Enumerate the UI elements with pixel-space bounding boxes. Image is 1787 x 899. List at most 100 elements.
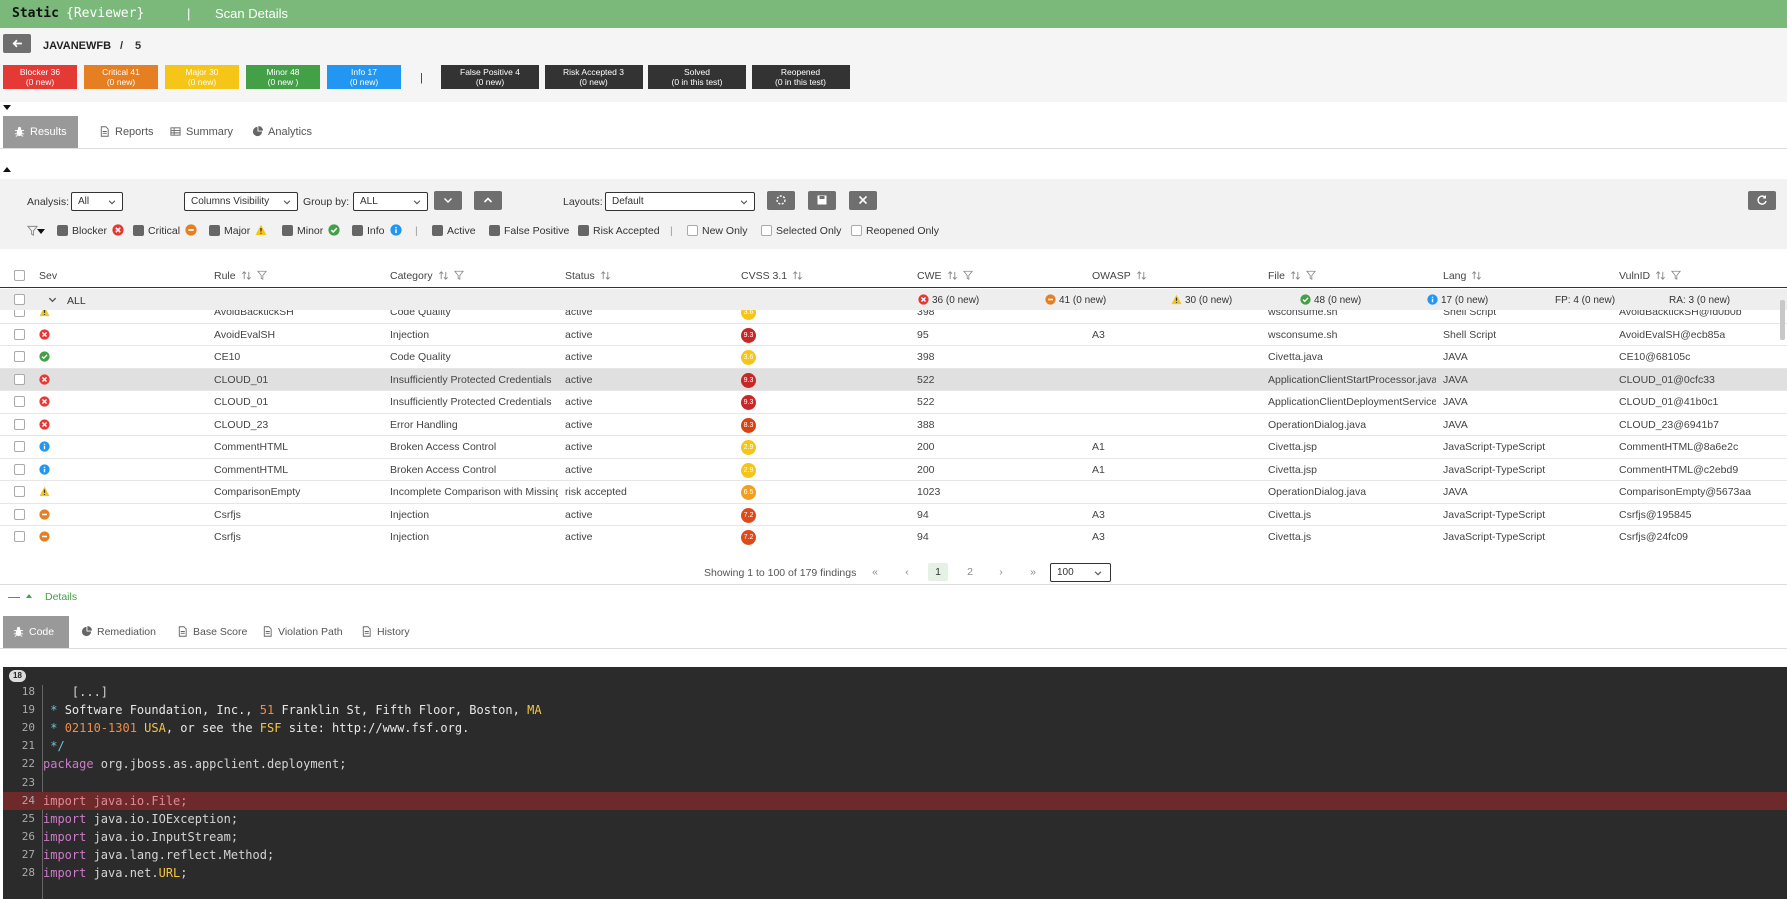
checkbox[interactable] bbox=[14, 373, 25, 385]
checkbox[interactable] bbox=[14, 486, 25, 497]
table-row[interactable]: CLOUD_01 Insufficiently Protected Credent… bbox=[0, 391, 1787, 414]
page-button[interactable]: 1 bbox=[928, 563, 948, 581]
major-icon bbox=[1171, 294, 1182, 305]
checkbox[interactable] bbox=[687, 225, 698, 236]
checkbox[interactable] bbox=[14, 294, 25, 305]
badge[interactable]: Minor 48 (0 new ) bbox=[246, 65, 320, 89]
icon-button[interactable] bbox=[767, 191, 795, 210]
page-button[interactable]: 2 bbox=[967, 566, 973, 578]
back-icon bbox=[12, 39, 22, 48]
badge-label: Blocker 36 bbox=[19, 67, 61, 77]
analysis-select[interactable]: All bbox=[71, 192, 123, 211]
badge-sub: (0 new) bbox=[25, 77, 55, 87]
details-title[interactable]: Details bbox=[45, 591, 78, 603]
checkbox[interactable] bbox=[57, 225, 68, 236]
checkbox[interactable] bbox=[14, 396, 25, 407]
page-button[interactable]: ‹ bbox=[905, 566, 909, 578]
badge[interactable]: Info 17 (0 new) bbox=[327, 65, 401, 89]
icon-button[interactable] bbox=[808, 191, 836, 210]
badge[interactable]: Risk Accepted 3 (0 new) bbox=[544, 65, 643, 89]
checkbox[interactable] bbox=[14, 328, 25, 340]
group-select[interactable]: ALL bbox=[353, 192, 428, 211]
cell-lang: JavaScript-TypeScript bbox=[1443, 508, 1546, 521]
column-header[interactable]: OWASP bbox=[1092, 270, 1131, 282]
checkbox[interactable] bbox=[14, 351, 25, 362]
column-header[interactable]: Rule bbox=[214, 270, 236, 282]
page-button[interactable]: › bbox=[999, 566, 1003, 578]
cell-file: Civetta.jsp bbox=[1268, 441, 1318, 453]
badge[interactable]: Critical 41 (0 new) bbox=[84, 65, 158, 89]
tab-label: Summary bbox=[186, 126, 234, 138]
page-button[interactable]: « bbox=[872, 566, 878, 578]
funnel-icon bbox=[1306, 270, 1316, 280]
icon-button[interactable] bbox=[849, 191, 877, 210]
line-number: 25 bbox=[21, 811, 35, 825]
badge-sub: (0 new ) bbox=[267, 77, 299, 87]
detail-tab[interactable]: Code bbox=[3, 616, 69, 648]
checkbox[interactable] bbox=[578, 225, 589, 236]
badge[interactable]: Blocker 36 (0 new) bbox=[3, 65, 77, 89]
table-row[interactable]: CLOUD_01 Insufficiently Protected Credent… bbox=[0, 368, 1787, 391]
icon-button[interactable] bbox=[434, 191, 462, 210]
tab[interactable]: Results bbox=[3, 116, 78, 148]
tab[interactable]: Analytics bbox=[241, 116, 313, 148]
cvss-badge: 6.5 bbox=[741, 485, 756, 500]
column-header[interactable]: Category bbox=[390, 270, 433, 282]
table-row[interactable]: Csrfjs Injection active 7.2 94 A3 Civetta.js Ja… bbox=[0, 504, 1787, 526]
checkbox[interactable] bbox=[432, 225, 443, 236]
checkbox[interactable] bbox=[14, 463, 25, 475]
column-header[interactable]: Lang bbox=[1443, 270, 1467, 282]
detail-tab[interactable]: Violation Path bbox=[252, 616, 348, 648]
table-row[interactable]: ComparisonEmpty Incomplete Comparison wit… bbox=[0, 481, 1787, 504]
cell-cwe: 398 bbox=[917, 310, 935, 318]
cell-vulnid: AvoidBacktickSH@fd0b0b bbox=[1619, 310, 1742, 318]
column-header[interactable]: CWE bbox=[917, 270, 942, 282]
badge[interactable]: Solved (0 in this test) bbox=[648, 65, 746, 89]
checkbox[interactable] bbox=[352, 225, 363, 236]
checkbox[interactable] bbox=[282, 225, 293, 236]
badge[interactable]: Reopened (0 in this test) bbox=[751, 65, 850, 89]
checkbox[interactable] bbox=[14, 310, 25, 317]
checkbox[interactable] bbox=[761, 225, 772, 236]
icon-button[interactable] bbox=[474, 191, 502, 210]
checkbox[interactable] bbox=[14, 508, 25, 520]
table-row[interactable]: CLOUD_23 Error Handling active 8.3 388 Operat… bbox=[0, 414, 1787, 436]
select-value: All bbox=[78, 196, 90, 207]
detail-tab[interactable]: Remediation bbox=[71, 616, 163, 648]
column-header[interactable]: File bbox=[1268, 270, 1285, 282]
badge[interactable]: False Positive 4 (0 new) bbox=[441, 65, 539, 89]
page-button[interactable]: » bbox=[1030, 566, 1036, 578]
cell-vulnid: CommentHTML@8a6e2c bbox=[1619, 441, 1739, 453]
icon-button[interactable] bbox=[1748, 191, 1776, 210]
detail-tab[interactable]: Base Score bbox=[167, 616, 249, 648]
cell-lang: JavaScript-TypeScript bbox=[1443, 531, 1546, 543]
layouts-select[interactable]: Default bbox=[605, 192, 755, 211]
back-button[interactable] bbox=[3, 34, 31, 53]
detail-tab-label: Violation Path bbox=[278, 626, 343, 638]
checkbox[interactable] bbox=[14, 270, 25, 281]
page-size-select[interactable]: 100 bbox=[1050, 563, 1111, 582]
checkbox[interactable] bbox=[14, 531, 25, 542]
column-header[interactable]: VulnID bbox=[1619, 270, 1651, 282]
column-header[interactable]: CVSS 3.1 bbox=[741, 270, 788, 282]
column-header[interactable]: Status bbox=[565, 270, 595, 282]
badge[interactable]: Major 30 (0 new) bbox=[165, 65, 239, 89]
checkbox[interactable] bbox=[489, 225, 500, 236]
columns-select[interactable]: Columns Visibility bbox=[184, 192, 298, 211]
tab[interactable]: Reports bbox=[88, 116, 160, 148]
checkbox[interactable] bbox=[209, 225, 220, 236]
table-row[interactable]: CommentHTML Broken Access Control active 2.… bbox=[0, 436, 1787, 459]
table-row[interactable]: Csrfjs Injection active 7.2 94 A3 Civetta.js Ja… bbox=[0, 526, 1787, 547]
checkbox[interactable] bbox=[851, 225, 862, 236]
checkbox[interactable] bbox=[14, 441, 25, 452]
column-header[interactable]: Sev bbox=[39, 270, 58, 282]
checkbox[interactable] bbox=[133, 225, 144, 236]
table-row[interactable]: AvoidEvalSH Injection active 9.3 95 A3 wsconsu… bbox=[0, 324, 1787, 346]
detail-tab[interactable]: History bbox=[351, 616, 413, 648]
cell-lang: JAVA bbox=[1443, 373, 1468, 386]
checkbox[interactable] bbox=[14, 418, 25, 430]
table-row[interactable]: AvoidBacktickSH Code Quality active 3.6 398 w… bbox=[0, 310, 1787, 324]
table-row[interactable]: CE10 Code Quality active 3.6 398 Civetta.java… bbox=[0, 346, 1787, 369]
tab[interactable]: Summary bbox=[159, 116, 234, 148]
table-row[interactable]: CommentHTML Broken Access Control active 2.… bbox=[0, 459, 1787, 481]
